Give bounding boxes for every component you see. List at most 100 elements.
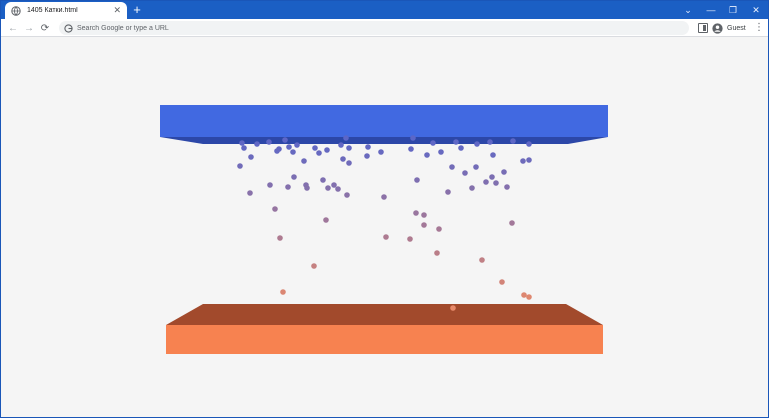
tab-active[interactable]: 1405 Катки.html ✕ [5, 2, 127, 19]
particle [410, 135, 416, 141]
particle [479, 257, 485, 263]
tab-title: 1405 Катки.html [27, 7, 78, 14]
particle [344, 192, 350, 198]
particle [438, 149, 444, 155]
particle [526, 141, 532, 147]
particles [237, 135, 532, 311]
particle [267, 182, 273, 188]
particle [493, 180, 499, 186]
particle [378, 149, 384, 155]
particle [311, 263, 317, 269]
particle [421, 222, 427, 228]
forward-button[interactable]: → [24, 22, 34, 34]
side-panel-icon[interactable] [698, 23, 708, 33]
back-button[interactable]: ← [8, 22, 18, 34]
globe-icon [11, 5, 21, 16]
particle [421, 212, 427, 218]
particle [301, 158, 307, 164]
particle [282, 137, 288, 143]
particle [254, 141, 260, 147]
particle [383, 234, 389, 240]
particle [285, 184, 291, 190]
particle [364, 153, 370, 159]
particle [266, 139, 272, 145]
particle [239, 140, 245, 146]
particle [414, 177, 420, 183]
particle [424, 152, 430, 158]
tab-search-chevron-icon[interactable]: ⌄ [684, 4, 692, 15]
address-input[interactable] [77, 24, 689, 32]
particle [272, 206, 278, 212]
new-tab-button[interactable]: + [133, 2, 141, 17]
particle [304, 185, 310, 191]
particle [237, 163, 243, 169]
particle [290, 149, 296, 155]
particle [407, 236, 413, 242]
avatar-icon [712, 22, 723, 34]
particle [346, 160, 352, 166]
particle [469, 185, 475, 191]
particle [526, 157, 532, 163]
tab-close-icon[interactable]: ✕ [113, 5, 121, 15]
particle [490, 152, 496, 158]
particle [241, 145, 247, 151]
particle [248, 154, 254, 160]
close-window-button[interactable]: ✕ [752, 4, 760, 15]
minimize-button[interactable]: — [706, 5, 716, 15]
particle [343, 135, 349, 141]
particle [381, 194, 387, 200]
particle [483, 179, 489, 185]
particle [474, 141, 480, 147]
particle [487, 139, 493, 145]
menu-icon[interactable]: ⋮ [754, 22, 764, 33]
particle [462, 170, 468, 176]
particle [294, 142, 300, 148]
particle [436, 226, 442, 232]
particle [449, 164, 455, 170]
restore-button[interactable]: ❐ [728, 4, 738, 15]
particle [510, 138, 516, 144]
particle [312, 145, 318, 151]
reload-button[interactable]: ⟳ [40, 22, 50, 34]
particle [413, 210, 419, 216]
particle [291, 174, 297, 180]
page-content [1, 38, 768, 417]
particle [453, 139, 459, 145]
particle [325, 185, 331, 191]
particle [316, 150, 322, 156]
particle [504, 184, 510, 190]
particle [526, 294, 532, 300]
particle [286, 144, 292, 150]
particle [408, 146, 414, 152]
particle [324, 147, 330, 153]
particle [458, 145, 464, 151]
particle [434, 250, 440, 256]
particle [520, 158, 526, 164]
particle [509, 220, 515, 226]
top-plate [160, 105, 608, 144]
particle [499, 279, 505, 285]
address-bar[interactable] [59, 21, 689, 35]
particle [323, 217, 329, 223]
bottom-plate [166, 304, 603, 354]
simulation-canvas [160, 105, 608, 354]
particle [450, 305, 456, 311]
particle [274, 148, 280, 154]
particle [489, 174, 495, 180]
profile-name: Guest [727, 24, 746, 32]
profile-button[interactable]: Guest [712, 21, 746, 35]
tab-strip: 1405 Катки.html ✕ + ⌄ — ❐ ✕ [1, 1, 768, 19]
particle [365, 144, 371, 150]
particle [320, 177, 326, 183]
particle [430, 140, 436, 146]
toolbar: ← → ⟳ Guest ⋮ [1, 19, 768, 37]
particle [335, 186, 341, 192]
particle [338, 142, 344, 148]
particle [445, 189, 451, 195]
particle [331, 182, 337, 188]
particle [340, 156, 346, 162]
particle [521, 292, 527, 298]
google-g-icon [64, 23, 73, 33]
particle [501, 169, 507, 175]
